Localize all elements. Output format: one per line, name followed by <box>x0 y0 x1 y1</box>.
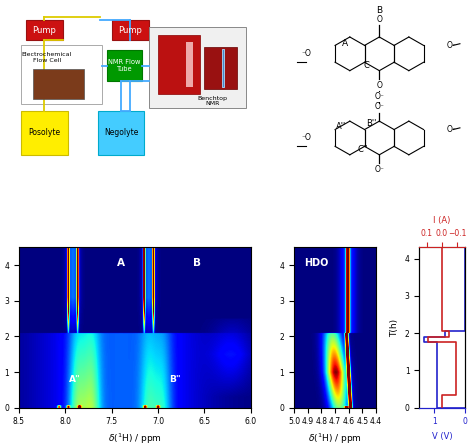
Bar <box>21 45 102 104</box>
Text: A": A" <box>69 375 81 383</box>
Bar <box>149 27 246 108</box>
Text: O: O <box>376 81 382 90</box>
Bar <box>112 20 149 40</box>
Text: NMR Flow
Tube: NMR Flow Tube <box>108 59 141 72</box>
Text: Posolyte: Posolyte <box>28 129 61 138</box>
Text: A: A <box>117 258 125 268</box>
Text: C'': C'' <box>357 145 367 154</box>
Bar <box>21 111 68 155</box>
Text: A'': A'' <box>336 122 346 131</box>
Text: Pump: Pump <box>33 26 56 35</box>
Text: A: A <box>342 39 348 48</box>
Bar <box>186 42 193 87</box>
Bar <box>98 111 144 155</box>
Text: O⁻: O⁻ <box>374 165 384 174</box>
Text: Benchtop
NMR: Benchtop NMR <box>198 95 228 106</box>
Y-axis label: T(h): T(h) <box>390 319 399 336</box>
Text: O⁻: O⁻ <box>374 102 384 111</box>
Bar <box>107 51 142 81</box>
X-axis label: $\delta$($^1$H) / ppm: $\delta$($^1$H) / ppm <box>108 432 162 446</box>
X-axis label: V (V): V (V) <box>432 432 452 441</box>
Text: O: O <box>376 14 382 24</box>
Bar <box>26 20 63 40</box>
X-axis label: $\delta$($^1$H) / ppm: $\delta$($^1$H) / ppm <box>308 432 362 446</box>
Text: O⁻: O⁻ <box>374 92 384 101</box>
Bar <box>33 69 84 99</box>
Text: B'': B'' <box>366 119 377 128</box>
Text: B: B <box>193 258 201 268</box>
Text: HDO: HDO <box>304 258 328 268</box>
Text: O⁻: O⁻ <box>447 125 457 134</box>
Text: B: B <box>376 6 383 15</box>
Text: Negolyte: Negolyte <box>104 129 138 138</box>
Text: ⁻O: ⁻O <box>302 134 312 142</box>
Text: Electrochemical
Flow Cell: Electrochemical Flow Cell <box>22 52 72 63</box>
Text: O⁻: O⁻ <box>447 41 457 50</box>
Text: C: C <box>363 61 369 70</box>
Bar <box>204 47 237 89</box>
Text: Pump: Pump <box>118 26 142 35</box>
X-axis label: I (A): I (A) <box>433 216 451 225</box>
Text: B": B" <box>169 375 181 383</box>
Text: ⁻O: ⁻O <box>302 49 312 58</box>
Bar <box>158 35 200 94</box>
